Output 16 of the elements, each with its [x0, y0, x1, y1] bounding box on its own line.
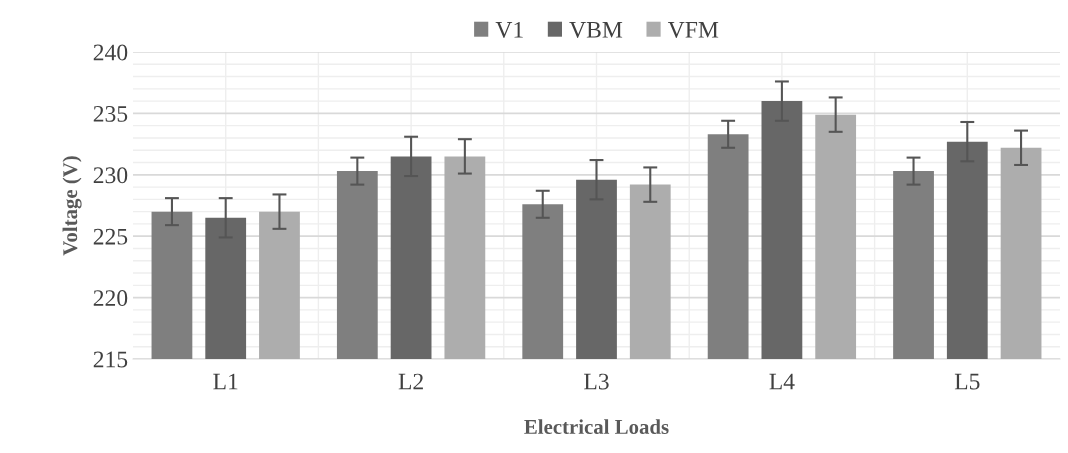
- y-tick-label: 240: [93, 44, 128, 61]
- y-tick-label: 215: [93, 351, 128, 368]
- y-tick-label: 230: [93, 167, 128, 184]
- y-axis-title: Voltage (V): [62, 156, 82, 256]
- legend-label: V1: [495, 21, 523, 38]
- x-tick-label: L5: [954, 373, 980, 390]
- y-tick-label: 235: [93, 105, 128, 122]
- x-axis-title: Electrical Loads: [524, 419, 669, 434]
- x-tick-label: L2: [398, 373, 423, 390]
- y-tick-label: 220: [93, 290, 128, 307]
- legend-label: VBM: [569, 22, 623, 38]
- x-tick-label: L4: [769, 373, 795, 390]
- x-tick-label: L3: [584, 373, 609, 390]
- y-tick-label: 225: [93, 228, 128, 245]
- legend-label: VFM: [667, 22, 719, 38]
- x-tick-label: L1: [213, 373, 238, 390]
